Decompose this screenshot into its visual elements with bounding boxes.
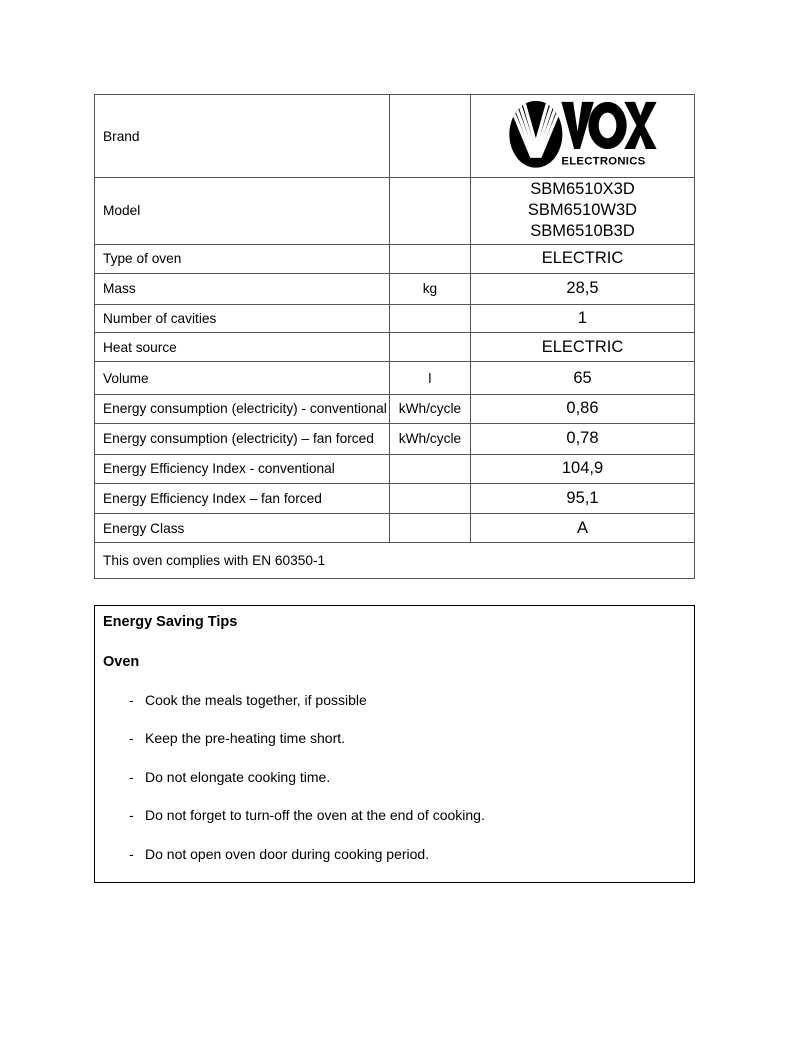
svg-text:ELECTRONICS: ELECTRONICS	[561, 156, 645, 168]
